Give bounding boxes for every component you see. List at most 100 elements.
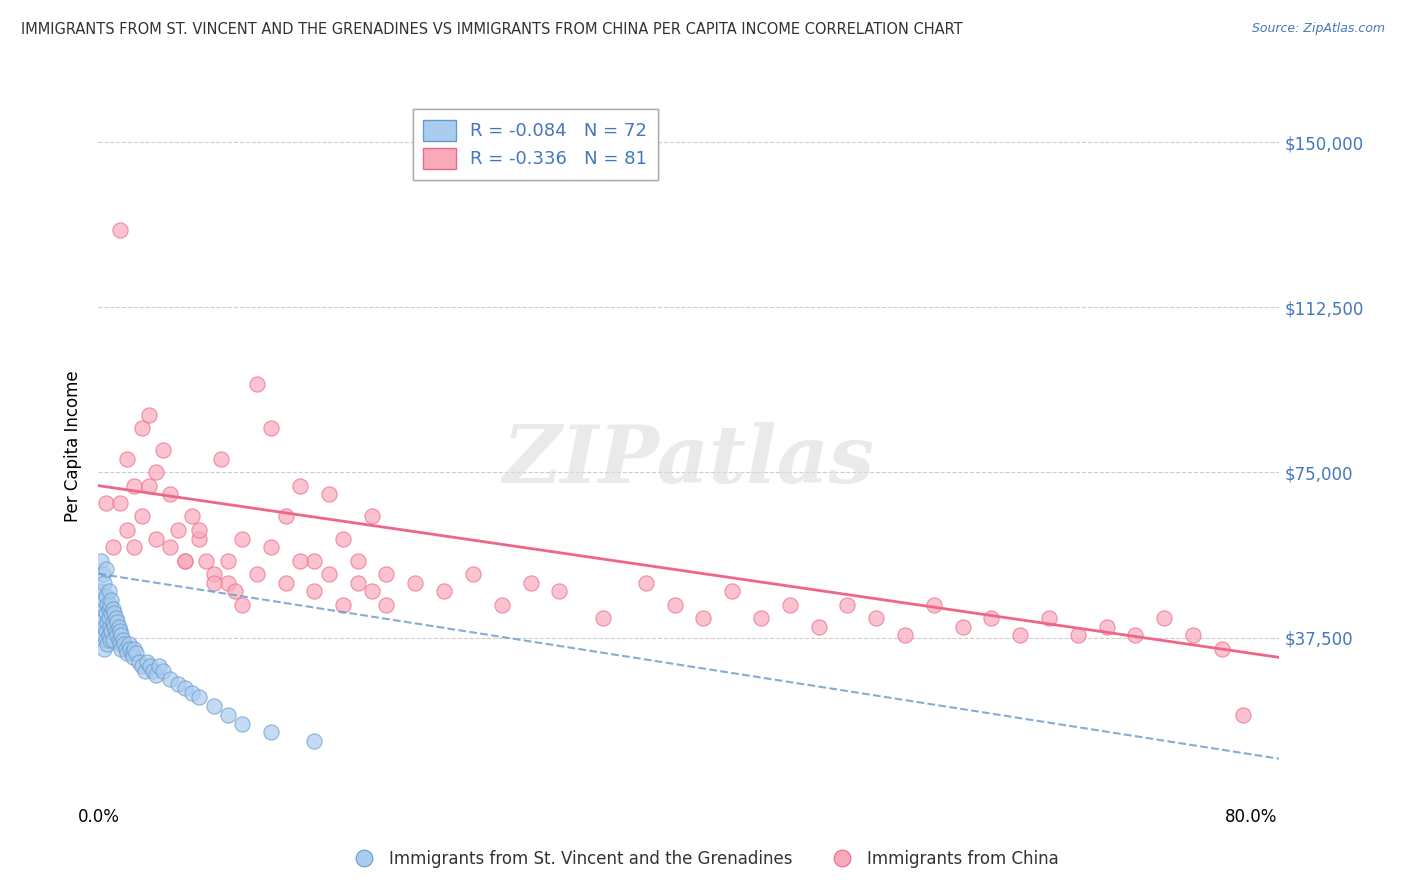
Point	[433, 584, 456, 599]
Legend: Immigrants from St. Vincent and the Grenadines, Immigrants from China: Immigrants from St. Vincent and the Gren…	[340, 844, 1066, 875]
Point	[288, 478, 311, 492]
Point	[1010, 628, 1032, 642]
Point	[145, 668, 167, 682]
Point	[124, 478, 146, 492]
Point	[159, 487, 181, 501]
Point	[108, 637, 131, 651]
Point	[97, 602, 120, 616]
Point	[93, 593, 115, 607]
Point	[195, 553, 218, 567]
Point	[159, 541, 181, 555]
Point	[98, 619, 121, 633]
Point	[93, 575, 115, 590]
Point	[1095, 619, 1118, 633]
Point	[1232, 707, 1254, 722]
Point	[865, 611, 887, 625]
Point	[121, 646, 143, 660]
Point	[96, 637, 118, 651]
Point	[94, 589, 117, 603]
Point	[105, 628, 128, 642]
Point	[93, 619, 115, 633]
Point	[91, 628, 114, 642]
Point	[202, 698, 225, 713]
Point	[152, 664, 174, 678]
Point	[181, 509, 204, 524]
Point	[346, 575, 368, 590]
Point	[128, 655, 150, 669]
Point	[112, 637, 135, 651]
Point	[94, 607, 117, 621]
Point	[159, 673, 181, 687]
Point	[110, 641, 132, 656]
Point	[138, 408, 160, 422]
Point	[361, 509, 384, 524]
Point	[692, 611, 714, 625]
Point	[980, 611, 1002, 625]
Point	[94, 624, 117, 638]
Point	[894, 628, 917, 642]
Point	[318, 487, 340, 501]
Text: Source: ZipAtlas.com: Source: ZipAtlas.com	[1251, 22, 1385, 36]
Point	[375, 566, 398, 581]
Point	[246, 377, 269, 392]
Point	[94, 496, 117, 510]
Point	[93, 641, 115, 656]
Point	[100, 593, 122, 607]
Point	[922, 598, 945, 612]
Point	[231, 532, 253, 546]
Point	[114, 641, 136, 656]
Point	[634, 575, 657, 590]
Point	[188, 523, 211, 537]
Point	[89, 584, 111, 599]
Y-axis label: Per Capita Income: Per Capita Income	[65, 370, 83, 522]
Point	[148, 659, 170, 673]
Point	[779, 598, 801, 612]
Point	[124, 641, 146, 656]
Point	[90, 611, 112, 625]
Point	[91, 602, 114, 616]
Point	[375, 598, 398, 612]
Point	[118, 637, 141, 651]
Point	[100, 607, 122, 621]
Point	[202, 566, 225, 581]
Point	[125, 646, 148, 660]
Point	[101, 632, 124, 647]
Point	[304, 584, 326, 599]
Point	[260, 541, 283, 555]
Point	[97, 628, 120, 642]
Point	[108, 496, 131, 510]
Point	[837, 598, 859, 612]
Point	[231, 598, 253, 612]
Point	[361, 584, 384, 599]
Point	[346, 553, 368, 567]
Point	[145, 466, 167, 480]
Point	[94, 632, 117, 647]
Point	[111, 632, 134, 647]
Point	[101, 615, 124, 630]
Point	[96, 615, 118, 630]
Point	[592, 611, 614, 625]
Point	[103, 607, 125, 621]
Legend: R = -0.084   N = 72, R = -0.336   N = 81: R = -0.084 N = 72, R = -0.336 N = 81	[413, 109, 658, 179]
Point	[188, 690, 211, 704]
Point	[142, 664, 165, 678]
Point	[1182, 628, 1205, 642]
Point	[108, 624, 131, 638]
Point	[318, 566, 340, 581]
Point	[105, 615, 128, 630]
Point	[107, 632, 129, 647]
Point	[103, 619, 125, 633]
Point	[664, 598, 686, 612]
Point	[202, 575, 225, 590]
Point	[288, 553, 311, 567]
Text: IMMIGRANTS FROM ST. VINCENT AND THE GRENADINES VS IMMIGRANTS FROM CHINA PER CAPI: IMMIGRANTS FROM ST. VINCENT AND THE GREN…	[21, 22, 963, 37]
Point	[1038, 611, 1060, 625]
Point	[136, 655, 159, 669]
Point	[404, 575, 426, 590]
Point	[131, 421, 153, 435]
Point	[131, 659, 153, 673]
Point	[108, 223, 131, 237]
Point	[124, 541, 146, 555]
Point	[217, 707, 239, 722]
Point	[139, 659, 162, 673]
